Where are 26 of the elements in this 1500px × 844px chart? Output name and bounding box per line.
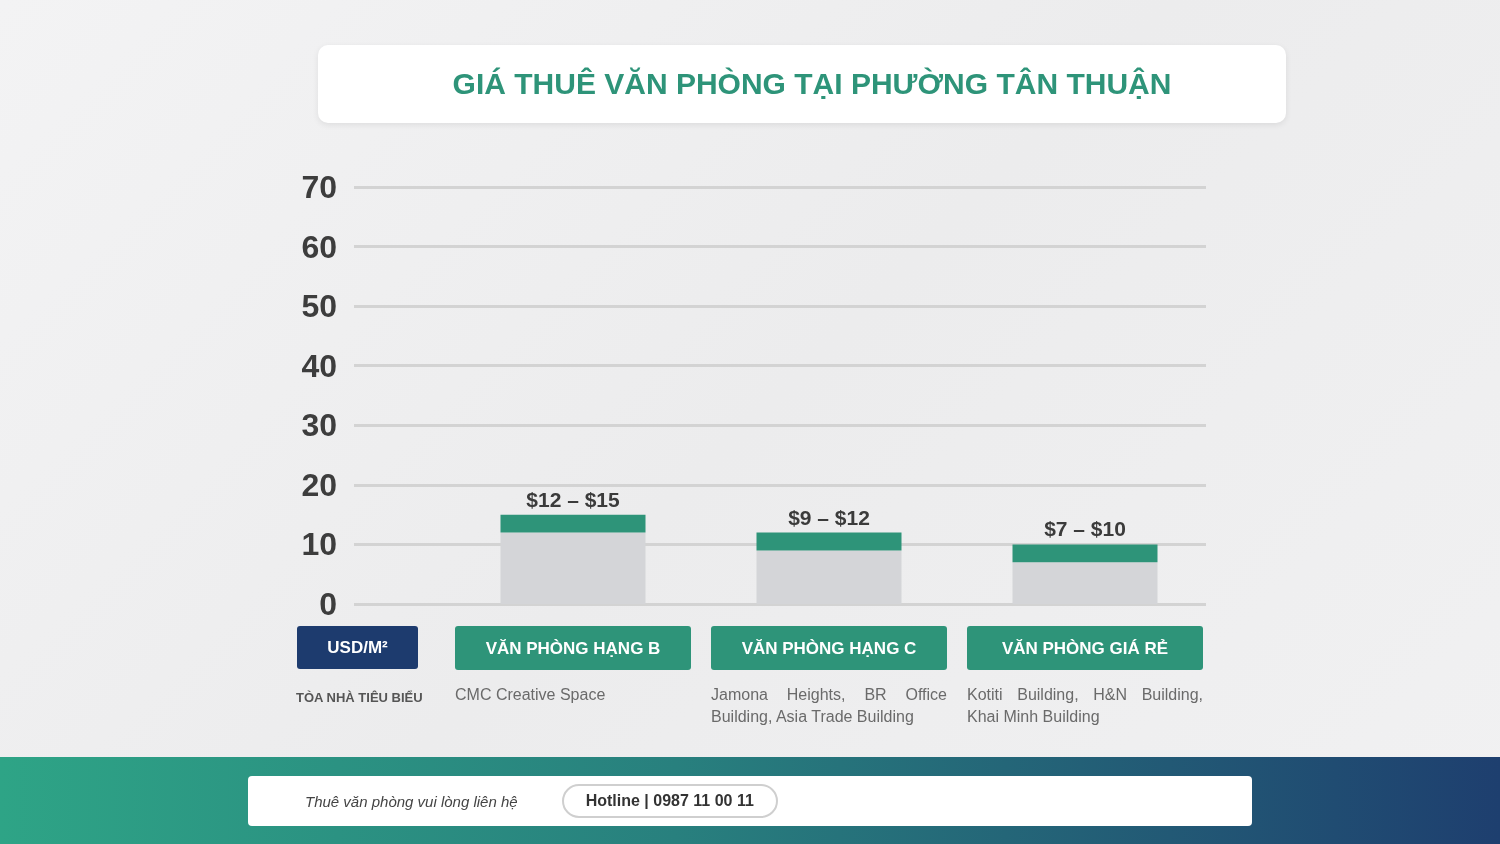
y-tick-label: 20	[301, 466, 337, 503]
x-tick-label: VĂN PHÒNG HẠNG C	[741, 638, 917, 658]
annotation: $7 – $10	[1044, 517, 1126, 541]
y-tick-label: 70	[301, 169, 337, 205]
y-tick-label: 0	[319, 586, 337, 622]
text: Jamona Heights, BR Office Building, Asia Trade Building	[711, 685, 947, 727]
y-tick-label: 10	[301, 526, 337, 563]
y-tick-label: 40	[301, 347, 337, 384]
annotation: $9 – $12	[788, 505, 870, 529]
y-tick-label: 50	[301, 288, 337, 325]
bar	[500, 514, 646, 533]
text: Kotiti Building, H&N Building, Khai Minh Building	[967, 685, 1203, 727]
x-tick-label: VĂN PHÒNG HẠNG B	[485, 638, 661, 658]
text: TÒA NHÀ TIÊU BIỂU	[296, 690, 423, 705]
title-panel: GIÁ THUÊ VĂN PHÒNG TẠI PHƯỜNG TÂN THUẬN	[318, 45, 1286, 123]
y-tick-label: 30	[301, 407, 337, 444]
bar	[756, 532, 902, 551]
contact-panel: Thuê văn phòng vui lòng liên hệ Hotline | 0987 11 00 11	[248, 776, 1252, 826]
chart-title: GIÁ THUÊ VĂN PHÒNG TẠI PHƯỜNG TÂN THUẬN	[451, 67, 1172, 101]
hotline-pill: Hotline | 0987 11 00 11	[561, 784, 778, 818]
annotation: $12 – $15	[526, 487, 621, 511]
y-tick-label: 60	[301, 228, 337, 265]
y-axis-title: USD/M²	[297, 626, 418, 669]
bar	[1012, 544, 1158, 563]
text: CMC Creative Space	[455, 685, 607, 705]
x-tick-label: VĂN PHÒNG GIÁ RẺ	[1001, 638, 1169, 658]
